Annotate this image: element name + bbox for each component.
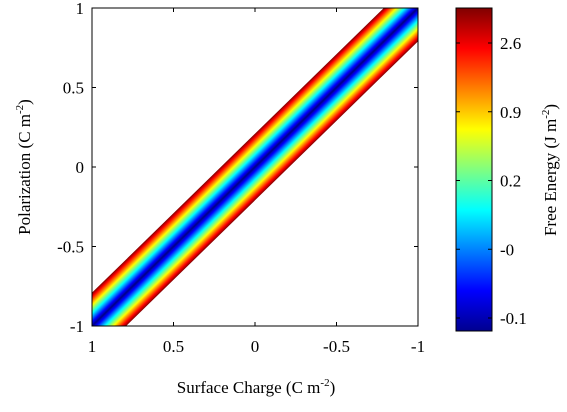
x-tick-label: 0.5 xyxy=(163,337,184,356)
colorbar-tick-label: 0.2 xyxy=(500,172,521,191)
y-tick-label: -0.5 xyxy=(57,238,84,257)
colorbar-ticks: 2.6 0.9 0.2 -0 -0.1 xyxy=(456,34,527,328)
x-axis-label: Surface Charge (C m-2) xyxy=(177,377,336,397)
free-energy-minimum-ridge xyxy=(92,8,418,326)
colorbar-tick-label: -0 xyxy=(500,240,514,259)
x-tick-label: 1 xyxy=(88,337,97,356)
colorbar-label: Free Energy (J m-2) xyxy=(540,104,560,236)
y-tick-label: -1 xyxy=(70,317,84,336)
x-tick-label: -1 xyxy=(411,337,425,356)
colorbar xyxy=(455,7,493,332)
x-tick-label: -0.5 xyxy=(323,337,350,356)
x-axis-ticks: 1 0.5 0 -0.5 -1 xyxy=(88,8,425,356)
y-axis-ticks: -1 -0.5 0 0.5 1 xyxy=(57,0,418,336)
y-tick-label: 0.5 xyxy=(63,79,84,98)
y-tick-label: 0 xyxy=(76,158,85,177)
y-axis-label: Polarization (C m-2) xyxy=(14,99,34,235)
free-energy-band xyxy=(92,8,418,326)
colorbar-tick-label: -0.1 xyxy=(500,309,527,328)
x-tick-label: 0 xyxy=(251,337,260,356)
colorbar-tick-label: 2.6 xyxy=(500,34,521,53)
colorbar-tick-label: 0.9 xyxy=(500,103,521,122)
y-tick-label: 1 xyxy=(76,0,85,18)
